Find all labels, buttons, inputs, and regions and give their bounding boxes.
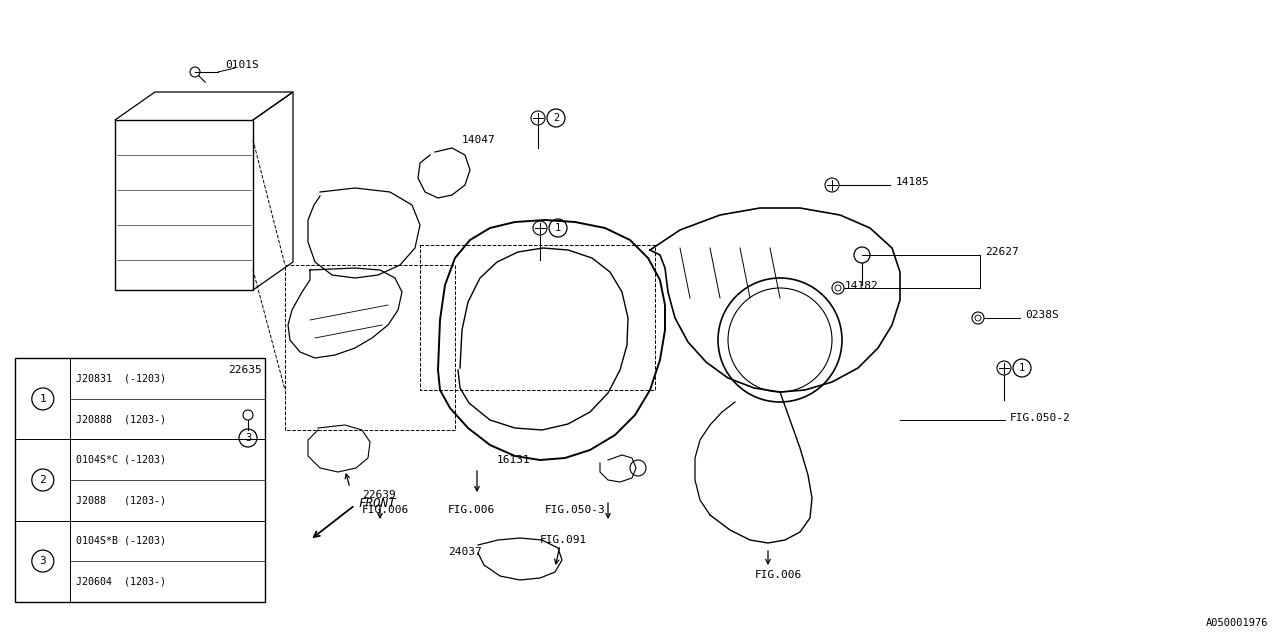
Text: FRONT: FRONT [358,497,396,510]
Text: 22635: 22635 [228,365,261,375]
Text: FIG.091: FIG.091 [540,535,588,545]
Text: 0238S: 0238S [1025,310,1059,320]
Text: 24037: 24037 [448,547,481,557]
Text: 0101S: 0101S [225,60,259,70]
Text: 1: 1 [554,223,561,233]
Text: 1: 1 [40,394,46,404]
Text: 14182: 14182 [845,281,879,291]
Text: J2088   (1203-): J2088 (1203-) [77,495,166,505]
Text: FIG.006: FIG.006 [362,505,410,515]
Text: 2: 2 [553,113,559,123]
Text: J20831  (-1203): J20831 (-1203) [77,374,166,383]
Text: 22639: 22639 [362,490,396,500]
Text: A050001976: A050001976 [1206,618,1268,628]
Text: 16131: 16131 [497,455,530,465]
Text: 14185: 14185 [896,177,929,187]
Text: 1: 1 [1019,363,1025,373]
Bar [115,120,253,290]
Text: 14047: 14047 [462,135,495,145]
Text: FIG.050-2: FIG.050-2 [1010,413,1071,423]
Text: 0104S*B (-1203): 0104S*B (-1203) [77,536,166,546]
Text: FIG.050-3: FIG.050-3 [545,505,605,515]
Text: J20604  (1203-): J20604 (1203-) [77,577,166,586]
Text: 2: 2 [40,475,46,485]
Text: 3: 3 [40,556,46,566]
Text: 3: 3 [244,433,251,443]
Text: FIG.006: FIG.006 [755,570,803,580]
Text: 0104S*C (-1203): 0104S*C (-1203) [77,455,166,465]
Text: 22627: 22627 [986,247,1019,257]
Bar [15,358,265,602]
Text: FIG.006: FIG.006 [448,505,495,515]
Text: J20888  (1203-): J20888 (1203-) [77,414,166,424]
